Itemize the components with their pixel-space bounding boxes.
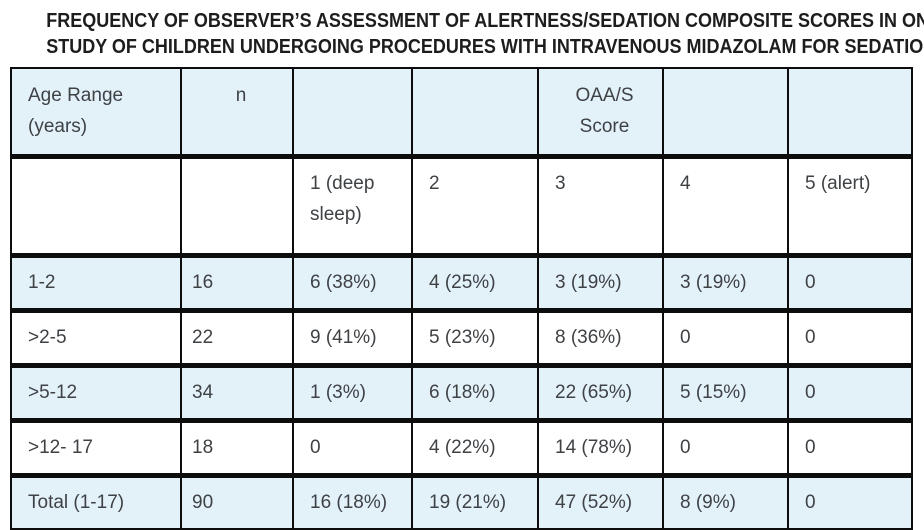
cell-n: 16	[180, 255, 293, 313]
header-empty	[787, 67, 913, 159]
table-title-line-2: STUDY OF CHILDREN UNDERGOING PROCEDURES …	[46, 36, 924, 58]
table-cell: 8 (36%)	[537, 310, 663, 368]
header-empty	[292, 67, 412, 159]
table-row-age-1-2: 1-2 16 6 (38%) 4 (25%) 3 (19%) 3 (19%) 0	[10, 255, 913, 313]
cell-age-range: 1-2	[10, 255, 181, 313]
header-empty	[180, 156, 293, 258]
cell-n: 18	[180, 420, 293, 478]
header-score-4: 4	[662, 156, 788, 258]
table-cell: 9 (41%)	[292, 310, 412, 368]
header-score-1: 1 (deep sleep)	[292, 156, 412, 258]
table-cell: 5 (15%)	[662, 365, 788, 423]
table-cell: 6 (18%)	[411, 365, 538, 423]
table-cell: 0	[787, 365, 913, 423]
header-score-5: 5 (alert)	[787, 156, 913, 258]
cell-age-range: Total (1-17)	[10, 475, 181, 530]
table-cell: 4 (22%)	[411, 420, 538, 478]
header-score-2: 2	[411, 156, 538, 258]
table-title: FREQUENCY OF OBSERVER’S ASSESSMENT OF AL…	[0, 0, 924, 60]
table-cell: 5 (23%)	[411, 310, 538, 368]
table-cell: 0	[787, 475, 913, 530]
header-empty	[411, 67, 538, 159]
table-row-age-5-12: >5-12 34 1 (3%) 6 (18%) 22 (65%) 5 (15%)…	[10, 365, 913, 423]
header-age-range: Age Range (years)	[10, 67, 181, 159]
table-cell: 3 (19%)	[662, 255, 788, 313]
cell-n: 22	[180, 310, 293, 368]
table-cell: 0	[787, 420, 913, 478]
oaas-score-frequency-table: Age Range (years) n OAA/S Score 1 (deep …	[10, 67, 913, 530]
table-cell: 16 (18%)	[292, 475, 412, 530]
table-cell: 47 (52%)	[537, 475, 663, 530]
table-cell: 0	[292, 420, 412, 478]
cell-n: 90	[180, 475, 293, 530]
table-cell: 19 (21%)	[411, 475, 538, 530]
table-cell: 0	[787, 310, 913, 368]
table-row-total: Total (1-17) 90 16 (18%) 19 (21%) 47 (52…	[10, 475, 913, 530]
table-cell: 1 (3%)	[292, 365, 412, 423]
table-cell: 22 (65%)	[537, 365, 663, 423]
header-n: n	[180, 67, 293, 159]
cell-age-range: >2-5	[10, 310, 181, 368]
table-cell: 0	[662, 420, 788, 478]
table-row-age-12-17: >12- 17 18 0 4 (22%) 14 (78%) 0 0	[10, 420, 913, 478]
table-cell: 0	[662, 310, 788, 368]
header-empty	[10, 156, 181, 258]
table-cell: 6 (38%)	[292, 255, 412, 313]
header-empty	[662, 67, 788, 159]
table-cell: 4 (25%)	[411, 255, 538, 313]
header-oaas-score: OAA/S Score	[537, 67, 663, 159]
table-cell: 0	[787, 255, 913, 313]
table-cell: 3 (19%)	[537, 255, 663, 313]
header-row-1: Age Range (years) n OAA/S Score	[10, 67, 913, 159]
cell-age-range: >5-12	[10, 365, 181, 423]
table-title-line-1: FREQUENCY OF OBSERVER’S ASSESSMENT OF AL…	[46, 10, 924, 32]
header-score-3: 3	[537, 156, 663, 258]
table-cell: 8 (9%)	[662, 475, 788, 530]
cell-age-range: >12- 17	[10, 420, 181, 478]
cell-n: 34	[180, 365, 293, 423]
table-cell: 14 (78%)	[537, 420, 663, 478]
header-row-2: 1 (deep sleep) 2 3 4 5 (alert)	[10, 156, 913, 258]
table-row-age-2-5: >2-5 22 9 (41%) 5 (23%) 8 (36%) 0 0	[10, 310, 913, 368]
